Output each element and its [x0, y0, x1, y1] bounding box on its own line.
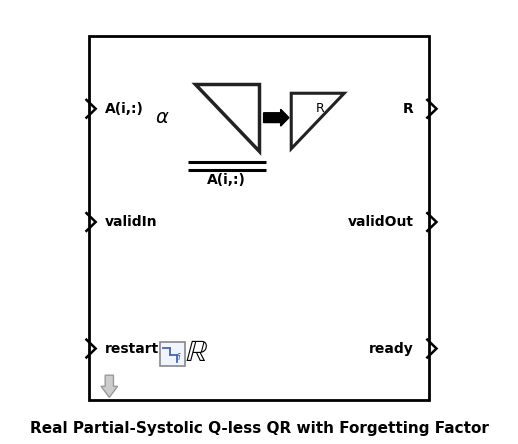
Bar — [89, 36, 429, 400]
Text: Real Partial-Systolic Q-less QR with Forgetting Factor: Real Partial-Systolic Q-less QR with For… — [30, 421, 488, 436]
Bar — [160, 342, 185, 366]
Text: fi: fi — [176, 353, 181, 362]
Text: A(i,:): A(i,:) — [105, 102, 143, 116]
Text: A(i,:): A(i,:) — [207, 173, 246, 187]
Text: validIn: validIn — [105, 215, 157, 229]
Text: restart: restart — [105, 341, 159, 356]
Text: $\mathbb{R}$: $\mathbb{R}$ — [185, 338, 208, 368]
Text: ready: ready — [368, 341, 413, 356]
FancyArrow shape — [264, 109, 289, 126]
Text: $\alpha$: $\alpha$ — [155, 108, 169, 127]
Text: R: R — [402, 102, 413, 116]
Text: R: R — [316, 102, 325, 115]
Text: validOut: validOut — [347, 215, 413, 229]
Polygon shape — [101, 375, 118, 397]
Polygon shape — [291, 93, 344, 149]
Polygon shape — [195, 84, 259, 151]
